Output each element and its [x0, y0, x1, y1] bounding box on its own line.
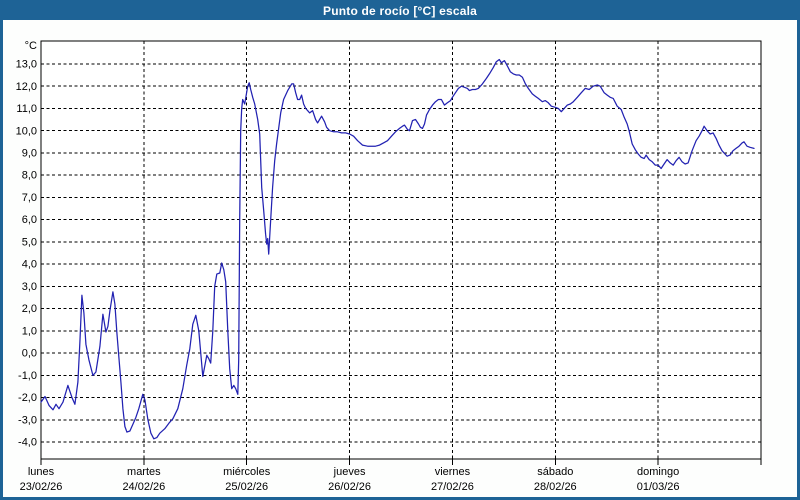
day-name-label: jueves	[333, 466, 366, 478]
svg-text:13,0: 13,0	[16, 59, 37, 71]
svg-text:6,0: 6,0	[22, 214, 37, 226]
svg-text:-3,0: -3,0	[18, 414, 37, 426]
svg-text:1,0: 1,0	[22, 325, 37, 337]
day-date-label: 26/02/26	[328, 481, 371, 493]
day-date-label: 25/02/26	[225, 481, 268, 493]
svg-text:-4,0: -4,0	[18, 437, 37, 449]
svg-text:10,0: 10,0	[16, 125, 37, 137]
y-gridlines-and-labels: -4,0 -3,0 -2,0 -1,0 0,0 1,0 2,0 3,0 4,0 5,0 6,0 7,0…	[16, 40, 761, 449]
x-gridlines-and-labels: lunes 23/02/26 martes 24/02/26 miércoles 25/0…	[20, 41, 762, 493]
day-name-label: sábado	[537, 466, 573, 478]
day-name-label: martes	[127, 466, 161, 478]
svg-text:12,0: 12,0	[16, 81, 37, 93]
title-bar: Punto de rocío [°C] escala	[3, 3, 797, 20]
day-name-label: viernes	[435, 466, 471, 478]
svg-text:9,0: 9,0	[22, 147, 37, 159]
day-date-label: 24/02/26	[122, 481, 165, 493]
day-date-label: 28/02/26	[534, 481, 577, 493]
svg-text:4,0: 4,0	[22, 259, 37, 271]
svg-text:-1,0: -1,0	[18, 370, 37, 382]
svg-text:5,0: 5,0	[22, 236, 37, 248]
day-name-label: lunes	[28, 466, 55, 478]
day-date-label: 23/02/26	[20, 481, 63, 493]
svg-text:3,0: 3,0	[22, 281, 37, 293]
day-date-label: 27/02/26	[431, 481, 474, 493]
plot-area	[40, 40, 762, 460]
y-axis-unit-label: °C	[25, 40, 37, 52]
dewpoint-series-line	[40, 58, 755, 440]
svg-text:0,0: 0,0	[22, 348, 37, 360]
day-date-label: 01/03/26	[637, 481, 680, 493]
dewpoint-line-chart: -4,0 -3,0 -2,0 -1,0 0,0 1,0 2,0 3,0 4,0 5,0 6,0 7,0…	[16, 40, 762, 493]
chart-area: -4,0 -3,0 -2,0 -1,0 0,0 1,0 2,0 3,0 4,0 5,0 6,0 7,0…	[3, 20, 797, 497]
svg-text:7,0: 7,0	[22, 192, 37, 204]
svg-text:2,0: 2,0	[22, 303, 37, 315]
svg-text:8,0: 8,0	[22, 170, 37, 182]
day-name-label: miércoles	[223, 466, 271, 478]
day-name-label: domingo	[637, 466, 679, 478]
svg-text:-2,0: -2,0	[18, 392, 37, 404]
svg-text:11,0: 11,0	[16, 103, 37, 115]
chart-title: Punto de rocío [°C] escala	[322, 4, 478, 18]
